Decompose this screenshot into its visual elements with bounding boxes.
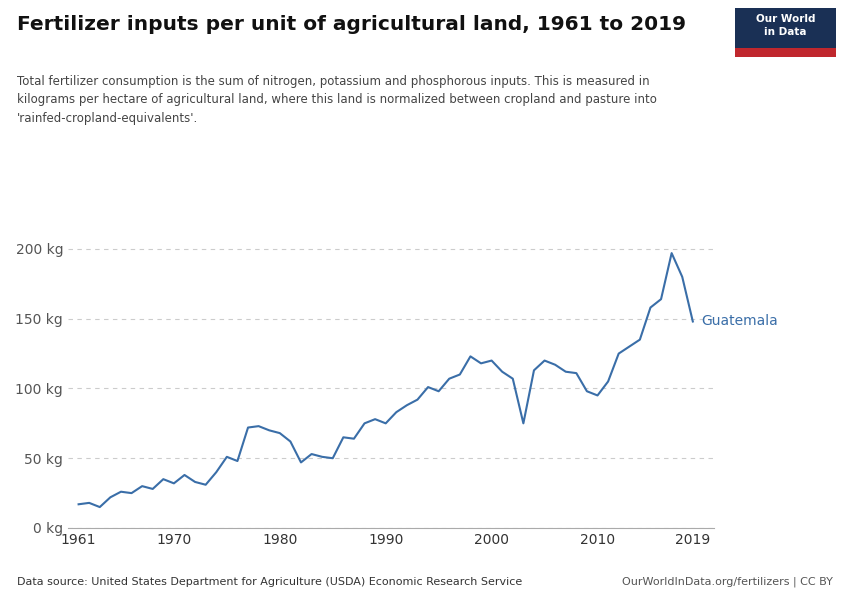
Text: Total fertilizer consumption is the sum of nitrogen, potassium and phosphorous i: Total fertilizer consumption is the sum … — [17, 75, 657, 125]
Text: in Data: in Data — [764, 28, 807, 37]
Text: OurWorldInData.org/fertilizers | CC BY: OurWorldInData.org/fertilizers | CC BY — [622, 576, 833, 587]
Text: Data source: United States Department for Agriculture (USDA) Economic Research S: Data source: United States Department fo… — [17, 577, 522, 587]
Text: Fertilizer inputs per unit of agricultural land, 1961 to 2019: Fertilizer inputs per unit of agricultur… — [17, 15, 686, 34]
Text: Guatemala: Guatemala — [701, 314, 778, 328]
Text: Our World: Our World — [756, 14, 815, 23]
